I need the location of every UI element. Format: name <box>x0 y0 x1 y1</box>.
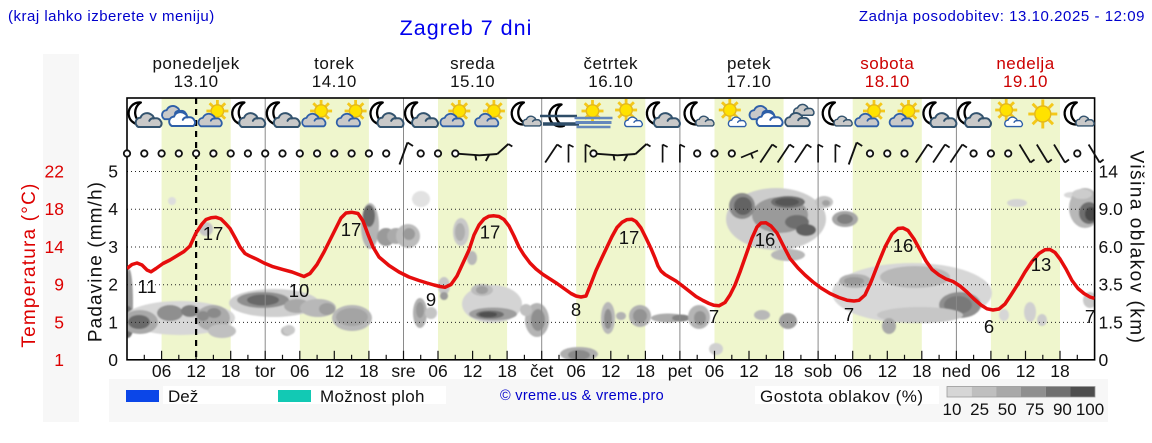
svg-text:čet: čet <box>530 361 553 381</box>
svg-text:2: 2 <box>108 275 118 295</box>
svg-text:18: 18 <box>497 361 516 381</box>
svg-text:18: 18 <box>774 361 793 381</box>
svg-text:10: 10 <box>943 400 962 419</box>
svg-text:06: 06 <box>843 361 862 381</box>
svg-text:14.10: 14.10 <box>312 72 357 91</box>
svg-text:17: 17 <box>341 219 362 240</box>
svg-text:17: 17 <box>619 227 640 248</box>
svg-text:17: 17 <box>203 223 224 244</box>
svg-text:06: 06 <box>705 361 724 381</box>
svg-text:18: 18 <box>912 361 931 381</box>
svg-text:18: 18 <box>221 361 240 381</box>
svg-text:Zagreb 7 dni: Zagreb 7 dni <box>400 16 533 40</box>
svg-text:06: 06 <box>290 361 309 381</box>
svg-text:06: 06 <box>566 361 585 381</box>
svg-text:14: 14 <box>45 237 65 257</box>
svg-text:12: 12 <box>601 361 620 381</box>
svg-text:25: 25 <box>970 400 989 419</box>
svg-text:sre: sre <box>391 361 415 381</box>
svg-text:50: 50 <box>998 400 1017 419</box>
svg-text:sreda: sreda <box>450 54 495 73</box>
svg-text:tor: tor <box>255 361 276 381</box>
svg-text:Možnost ploh: Možnost ploh <box>320 387 425 406</box>
svg-text:90: 90 <box>1053 400 1072 419</box>
svg-text:12: 12 <box>325 361 344 381</box>
svg-text:06: 06 <box>152 361 171 381</box>
svg-text:16: 16 <box>893 235 914 256</box>
svg-text:ponedeljek: ponedeljek <box>152 54 239 73</box>
svg-text:3: 3 <box>108 237 118 257</box>
svg-text:torek: torek <box>314 54 354 73</box>
svg-text:17: 17 <box>480 222 501 243</box>
svg-text:4: 4 <box>108 199 118 219</box>
svg-text:06: 06 <box>428 361 447 381</box>
svg-text:7: 7 <box>1085 306 1095 327</box>
svg-text:petek: petek <box>727 54 771 73</box>
svg-text:18: 18 <box>45 199 64 219</box>
svg-text:1: 1 <box>108 312 118 332</box>
svg-text:Dež: Dež <box>168 387 198 406</box>
svg-text:6: 6 <box>984 316 994 337</box>
svg-text:9: 9 <box>54 275 64 295</box>
svg-text:5: 5 <box>108 162 118 182</box>
svg-text:12: 12 <box>463 361 482 381</box>
svg-text:12: 12 <box>878 361 897 381</box>
svg-text:13.10: 13.10 <box>174 72 219 91</box>
svg-text:1: 1 <box>54 350 64 370</box>
svg-text:9.0: 9.0 <box>1099 199 1124 219</box>
svg-text:12: 12 <box>739 361 758 381</box>
svg-text:3.5: 3.5 <box>1099 275 1123 295</box>
svg-text:7: 7 <box>844 304 854 325</box>
svg-text:18: 18 <box>636 361 655 381</box>
svg-text:0: 0 <box>1099 350 1109 370</box>
svg-text:18: 18 <box>1050 361 1069 381</box>
svg-text:7: 7 <box>709 306 719 327</box>
svg-text:9: 9 <box>426 289 436 310</box>
svg-text:© vreme.us & vreme.pro: © vreme.us & vreme.pro <box>500 388 664 404</box>
svg-text:četrtek: četrtek <box>584 54 639 73</box>
svg-text:Gostota oblakov (%): Gostota oblakov (%) <box>760 387 924 406</box>
svg-text:ned: ned <box>942 361 971 381</box>
svg-text:16: 16 <box>755 229 776 250</box>
svg-text:pet: pet <box>668 361 692 381</box>
svg-text:22: 22 <box>45 162 64 182</box>
svg-text:6.0: 6.0 <box>1099 237 1124 257</box>
svg-text:sobota: sobota <box>860 54 914 73</box>
svg-text:nedelja: nedelja <box>996 54 1054 73</box>
svg-text:sob: sob <box>804 361 832 381</box>
svg-text:12: 12 <box>186 361 205 381</box>
svg-text:8: 8 <box>571 299 581 320</box>
svg-text:Višina oblakov (km): Višina oblakov (km) <box>1126 151 1147 345</box>
svg-text:17.10: 17.10 <box>726 72 771 91</box>
svg-text:14: 14 <box>1099 162 1119 182</box>
svg-text:15.10: 15.10 <box>450 72 495 91</box>
svg-text:1.5: 1.5 <box>1099 312 1123 332</box>
svg-text:5: 5 <box>54 312 64 332</box>
svg-text:Zadnja posodobitev: 13.10.2025: Zadnja posodobitev: 13.10.2025 - 12:09 <box>859 8 1145 25</box>
svg-text:75: 75 <box>1025 400 1044 419</box>
svg-text:12: 12 <box>1016 361 1035 381</box>
svg-text:11: 11 <box>137 276 156 297</box>
svg-text:06: 06 <box>981 361 1000 381</box>
svg-text:18.10: 18.10 <box>865 72 910 91</box>
svg-text:18: 18 <box>359 361 378 381</box>
svg-text:13: 13 <box>1031 254 1052 275</box>
svg-text:100: 100 <box>1076 400 1104 419</box>
svg-text:10: 10 <box>289 280 310 301</box>
svg-text:(kraj lahko izberete v meniju): (kraj lahko izberete v meniju) <box>8 8 215 25</box>
svg-text:16.10: 16.10 <box>588 72 633 91</box>
svg-text:19.10: 19.10 <box>1003 72 1048 91</box>
svg-text:Padavine (mm/h): Padavine (mm/h) <box>86 181 107 342</box>
svg-text:0: 0 <box>108 350 118 370</box>
svg-text:Temperatura (°C): Temperatura (°C) <box>19 182 40 347</box>
